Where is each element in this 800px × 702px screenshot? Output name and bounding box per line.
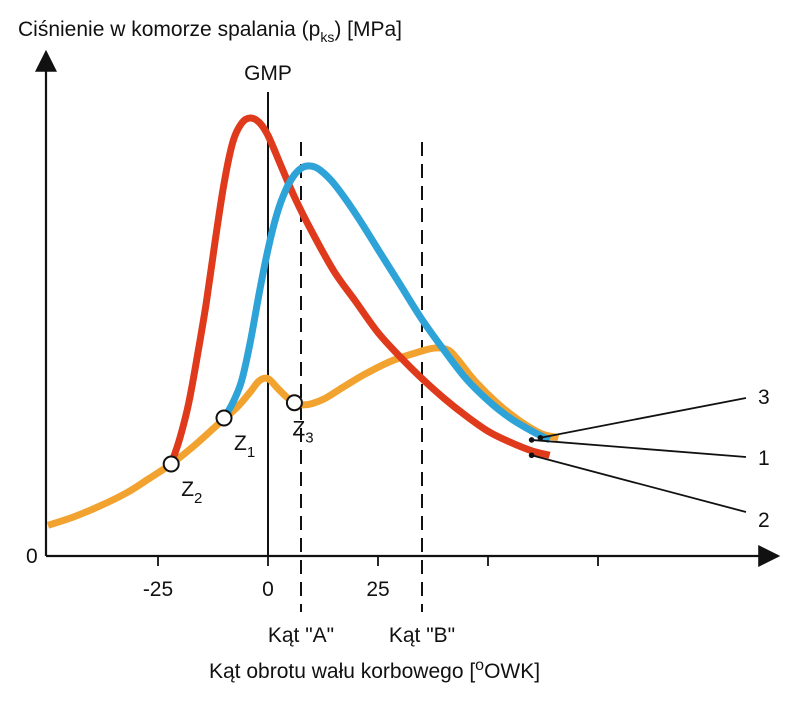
marker-label-z2: Z2 — [181, 478, 202, 507]
series-line-1 — [220, 162, 552, 444]
x-tick-label: 25 — [366, 578, 389, 601]
y-zero-label: 0 — [26, 545, 38, 568]
x-tick-label: -25 — [143, 578, 173, 601]
ref-label-k-t-a: Kąt "A" — [268, 624, 334, 647]
y-axis-label: Ciśnienie w komorze spalania (pks) [MPa] — [18, 18, 402, 45]
markers: Z2 Z1 Z3 — [162, 394, 314, 507]
ref-label-k-t-b: Kąt "B" — [389, 624, 455, 647]
reference-lines: GMP Kąt "A" Kąt "B" — [244, 62, 455, 647]
marker-z3 — [285, 394, 303, 412]
series-lines — [46, 114, 560, 529]
series-callouts: 3 2 1 — [528, 386, 770, 532]
ref-label-gmp: GMP — [244, 62, 292, 85]
series-label-1: 1 — [758, 447, 770, 470]
x-tick-label: 0 — [262, 578, 274, 601]
series-label-3: 3 — [758, 386, 770, 409]
series-label-2: 2 — [758, 509, 770, 532]
marker-label-z3: Z3 — [292, 418, 313, 447]
marker-z1 — [215, 409, 233, 427]
marker-z2 — [162, 455, 180, 473]
callout-line-3 — [540, 397, 747, 439]
x-axis-ticks: -25 0 25 — [143, 556, 599, 601]
callout-line-1 — [531, 439, 747, 458]
x-axis-label: Kąt obrotu wału korbowego [oOWK] — [209, 657, 540, 683]
marker-label-z1: Z1 — [234, 432, 255, 461]
callout-line-2 — [531, 454, 747, 513]
